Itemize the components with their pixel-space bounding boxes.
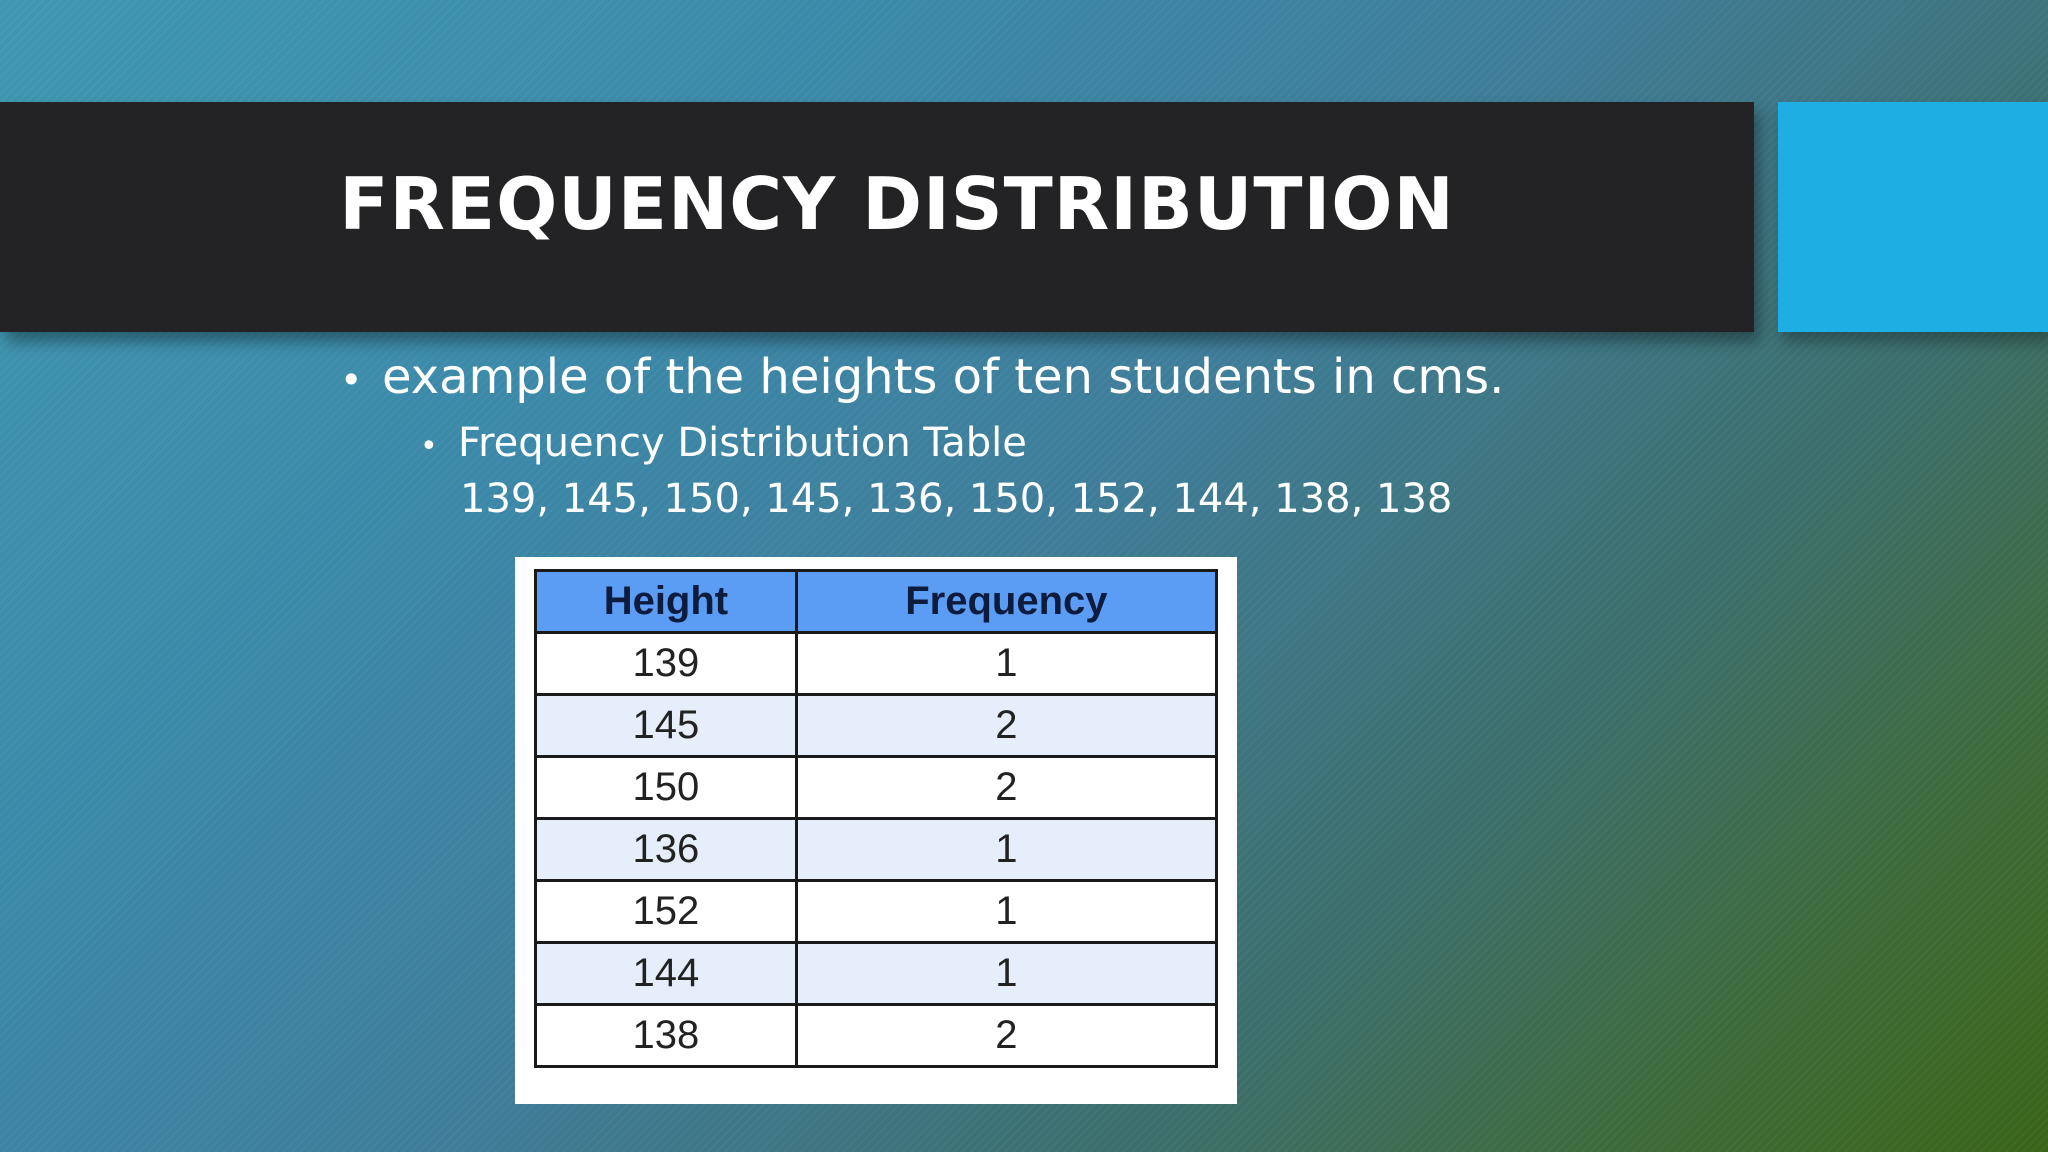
cell-frequency: 1 bbox=[794, 817, 1219, 882]
bullet-icon: • bbox=[340, 358, 363, 402]
accent-block bbox=[1778, 102, 2048, 332]
cell-frequency: 2 bbox=[794, 1003, 1219, 1068]
bullet-main: • example of the heights of ten students … bbox=[340, 345, 1504, 412]
bullet-main-text: example of the heights of ten students i… bbox=[382, 349, 1505, 405]
table-row: 145 2 bbox=[534, 693, 1219, 758]
slide-title: FREQUENCY DISTRIBUTION bbox=[339, 162, 1455, 246]
cell-frequency: 2 bbox=[794, 755, 1219, 820]
cell-height: 152 bbox=[534, 879, 798, 944]
header-frequency: Frequency bbox=[794, 569, 1219, 634]
cell-frequency: 1 bbox=[794, 631, 1219, 696]
bullet-sub: • Frequency Distribution Table bbox=[420, 415, 1027, 475]
cell-frequency: 1 bbox=[794, 941, 1219, 1006]
bullet-sub-text: Frequency Distribution Table bbox=[458, 420, 1027, 466]
table-row: 144 1 bbox=[534, 941, 1219, 1006]
table-image-card: Height Frequency 139 1 145 2 150 2 136 1 bbox=[515, 557, 1237, 1104]
cell-height: 144 bbox=[534, 941, 798, 1006]
table-row: 139 1 bbox=[534, 631, 1219, 696]
cell-height: 150 bbox=[534, 755, 798, 820]
cell-height: 145 bbox=[534, 693, 798, 758]
cell-height: 138 bbox=[534, 1003, 798, 1068]
cell-frequency: 2 bbox=[794, 693, 1219, 758]
table-row: 136 1 bbox=[534, 817, 1219, 882]
cell-frequency: 1 bbox=[794, 879, 1219, 944]
cell-height: 136 bbox=[534, 817, 798, 882]
title-bar: FREQUENCY DISTRIBUTION bbox=[0, 102, 1754, 332]
frequency-table: Height Frequency 139 1 145 2 150 2 136 1 bbox=[534, 569, 1219, 1068]
table-row: 152 1 bbox=[534, 879, 1219, 944]
table-row: 138 2 bbox=[534, 1003, 1219, 1068]
sub-bullet-icon: • bbox=[420, 429, 438, 464]
table-header-row: Height Frequency bbox=[534, 569, 1219, 634]
header-height: Height bbox=[534, 569, 798, 634]
table-row: 150 2 bbox=[534, 755, 1219, 820]
cell-height: 139 bbox=[534, 631, 798, 696]
data-values-line: 139, 145, 150, 145, 136, 150, 152, 144, … bbox=[460, 476, 1453, 522]
